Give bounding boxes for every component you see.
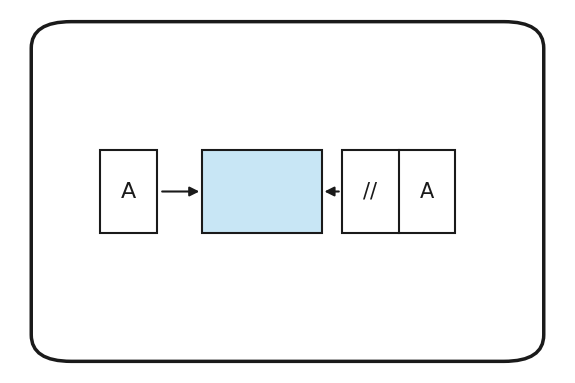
Bar [342,150,455,233]
FancyBboxPatch shape [31,22,544,361]
Text: //: // [363,182,377,201]
Bar [202,150,321,233]
Text: A: A [420,182,434,201]
Text: A: A [120,182,136,201]
Bar [99,150,156,233]
